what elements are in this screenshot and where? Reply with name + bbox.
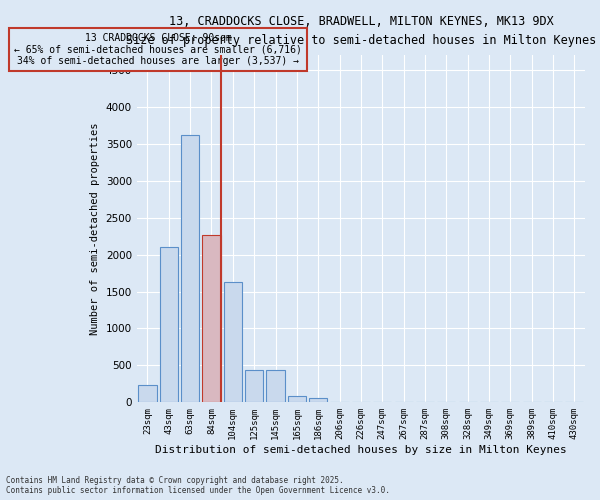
Text: Contains HM Land Registry data © Crown copyright and database right 2025.
Contai: Contains HM Land Registry data © Crown c…: [6, 476, 390, 495]
Bar: [181, 135, 199, 402]
Title: 13, CRADDOCKS CLOSE, BRADWELL, MILTON KEYNES, MK13 9DX
Size of property relative: 13, CRADDOCKS CLOSE, BRADWELL, MILTON KE…: [126, 15, 596, 47]
Bar: [224, 282, 242, 403]
Y-axis label: Number of semi-detached properties: Number of semi-detached properties: [90, 122, 100, 335]
Bar: [266, 370, 284, 402]
Bar: [245, 370, 263, 402]
Bar: [288, 396, 306, 402]
Text: 13 CRADDOCKS CLOSE: 90sqm
← 65% of semi-detached houses are smaller (6,716)
34% : 13 CRADDOCKS CLOSE: 90sqm ← 65% of semi-…: [14, 33, 302, 66]
Bar: [139, 386, 157, 402]
Bar: [309, 398, 327, 402]
Bar: [202, 234, 221, 402]
X-axis label: Distribution of semi-detached houses by size in Milton Keynes: Distribution of semi-detached houses by …: [155, 445, 567, 455]
Bar: [160, 247, 178, 402]
